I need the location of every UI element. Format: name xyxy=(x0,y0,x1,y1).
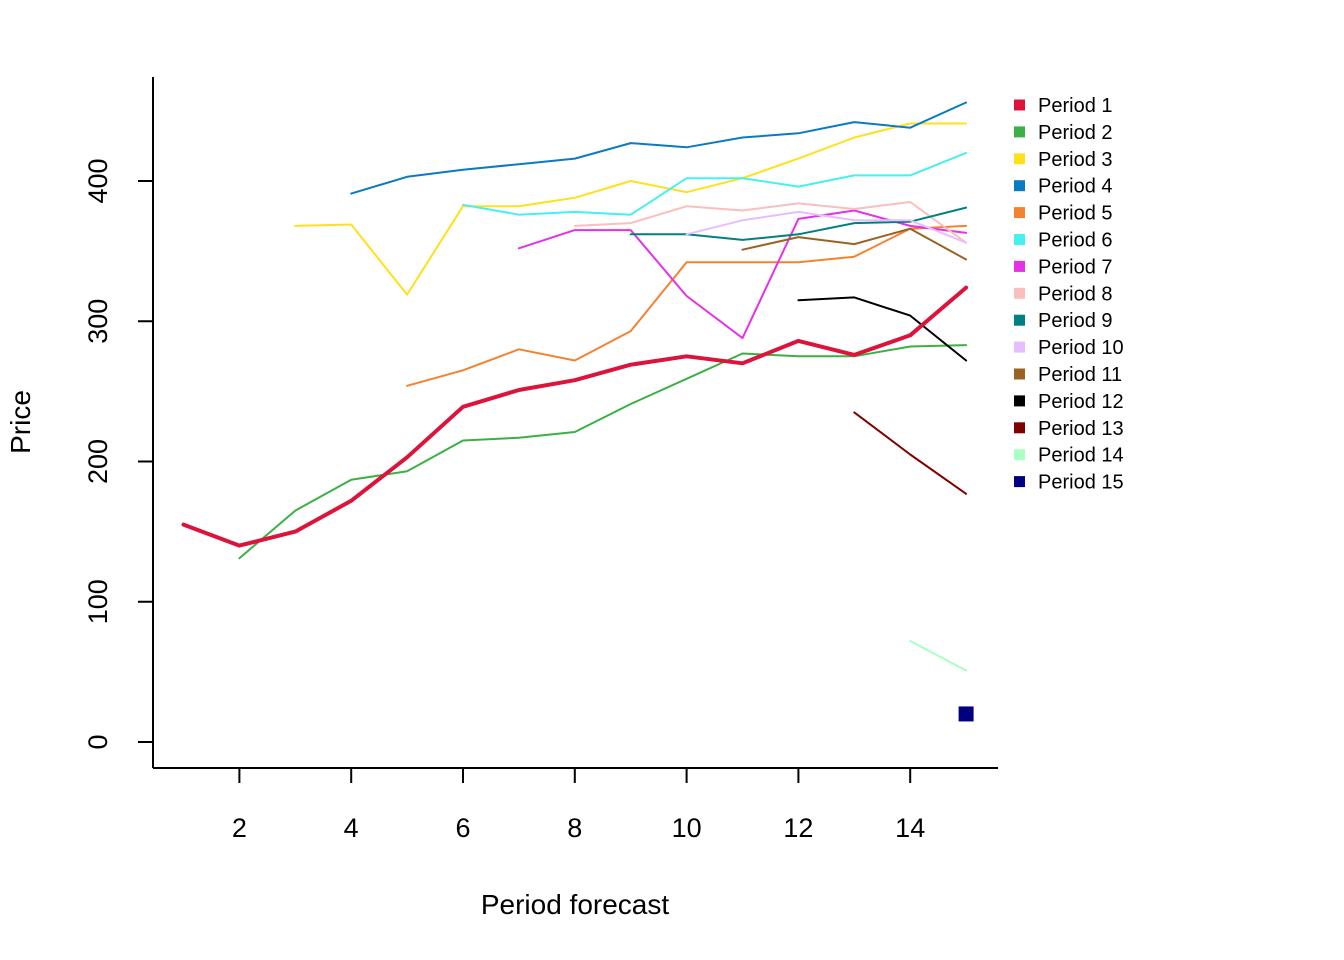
legend-period-14-swatch xyxy=(1014,449,1025,461)
legend-period-12-swatch xyxy=(1014,395,1025,407)
legend-period-8-label: Period 8 xyxy=(1038,283,1113,305)
y-axis-title: Price xyxy=(5,390,36,454)
series-period-5-line xyxy=(406,224,968,387)
series-period-11-line xyxy=(741,227,968,261)
axes: 2 4 6 8 10 12 14 0 100 200 300 400 xyxy=(83,77,998,843)
series-period-6-line xyxy=(462,151,968,216)
legend-period-7-label: Period 7 xyxy=(1038,256,1113,278)
y-tick-label: 100 xyxy=(83,579,113,624)
series-period-10-line xyxy=(685,210,968,244)
x-tick-label: 10 xyxy=(672,813,702,843)
legend-period-6-label: Period 6 xyxy=(1038,230,1113,252)
series-period-3-line xyxy=(294,122,968,296)
x-tick-label: 2 xyxy=(232,813,247,843)
legend-period-13-swatch xyxy=(1014,422,1025,434)
legend-period-7-swatch xyxy=(1014,260,1025,272)
series-period-15-point xyxy=(958,706,974,722)
y-tick-label: 0 xyxy=(83,734,113,749)
legend-period-9-swatch xyxy=(1014,314,1025,326)
series-period-1-line xyxy=(181,285,969,548)
series-period-8-line xyxy=(573,201,968,244)
x-tick-label: 14 xyxy=(895,813,925,843)
legend-period-2-swatch xyxy=(1014,126,1025,138)
legend-period-4-label: Period 4 xyxy=(1038,176,1113,198)
legend-period-3-label: Period 3 xyxy=(1038,149,1113,171)
legend-period-9-label: Period 9 xyxy=(1038,310,1113,332)
x-ticks: 2 4 6 8 10 12 14 xyxy=(232,768,925,843)
x-tick-label: 12 xyxy=(783,813,813,843)
legend-period-12-label: Period 12 xyxy=(1038,391,1124,413)
legend-period-15-label: Period 15 xyxy=(1038,472,1124,494)
legend-period-11-swatch xyxy=(1014,368,1025,380)
legend-period-14-label: Period 14 xyxy=(1038,445,1124,467)
legend-period-6-swatch xyxy=(1014,234,1025,245)
x-tick-label: 6 xyxy=(455,813,470,843)
legend-period-10-label: Period 10 xyxy=(1038,337,1124,359)
x-axis-title: Period forecast xyxy=(481,889,670,920)
legend-period-5-swatch xyxy=(1014,207,1025,219)
legend-period-8-swatch xyxy=(1014,287,1025,299)
series-period-4-line xyxy=(350,101,968,195)
y-tick-label: 400 xyxy=(83,158,113,203)
legend-period-10-swatch xyxy=(1014,341,1025,353)
series-period-12-line xyxy=(797,296,968,362)
series-layer xyxy=(181,101,974,722)
legend-period-11-label: Period 11 xyxy=(1038,364,1122,386)
series-period-13-line xyxy=(853,411,968,495)
x-tick-label: 8 xyxy=(567,813,582,843)
legend-period-1-swatch xyxy=(1014,99,1025,111)
y-tick-label: 300 xyxy=(83,299,113,344)
legend-period-5-label: Period 5 xyxy=(1038,203,1113,225)
legend-period-2-label: Period 2 xyxy=(1038,122,1113,144)
legend-period-1-label: Period 1 xyxy=(1038,95,1113,117)
legend-period-13-label: Period 13 xyxy=(1038,418,1124,440)
legend-period-4-swatch xyxy=(1014,180,1025,192)
legend-period-3-swatch xyxy=(1014,153,1025,165)
legend: Period 1 Period 2 Period 3 Period 4 Period 5… xyxy=(1014,95,1124,494)
y-tick-label: 200 xyxy=(83,439,113,484)
legend-period-15-swatch xyxy=(1014,476,1025,488)
y-ticks: 0 100 200 300 400 xyxy=(83,158,153,750)
series-period-7-line xyxy=(517,209,968,340)
series-period-14-line xyxy=(909,640,968,672)
series-period-2-line xyxy=(238,344,968,560)
x-tick-label: 4 xyxy=(344,813,359,843)
